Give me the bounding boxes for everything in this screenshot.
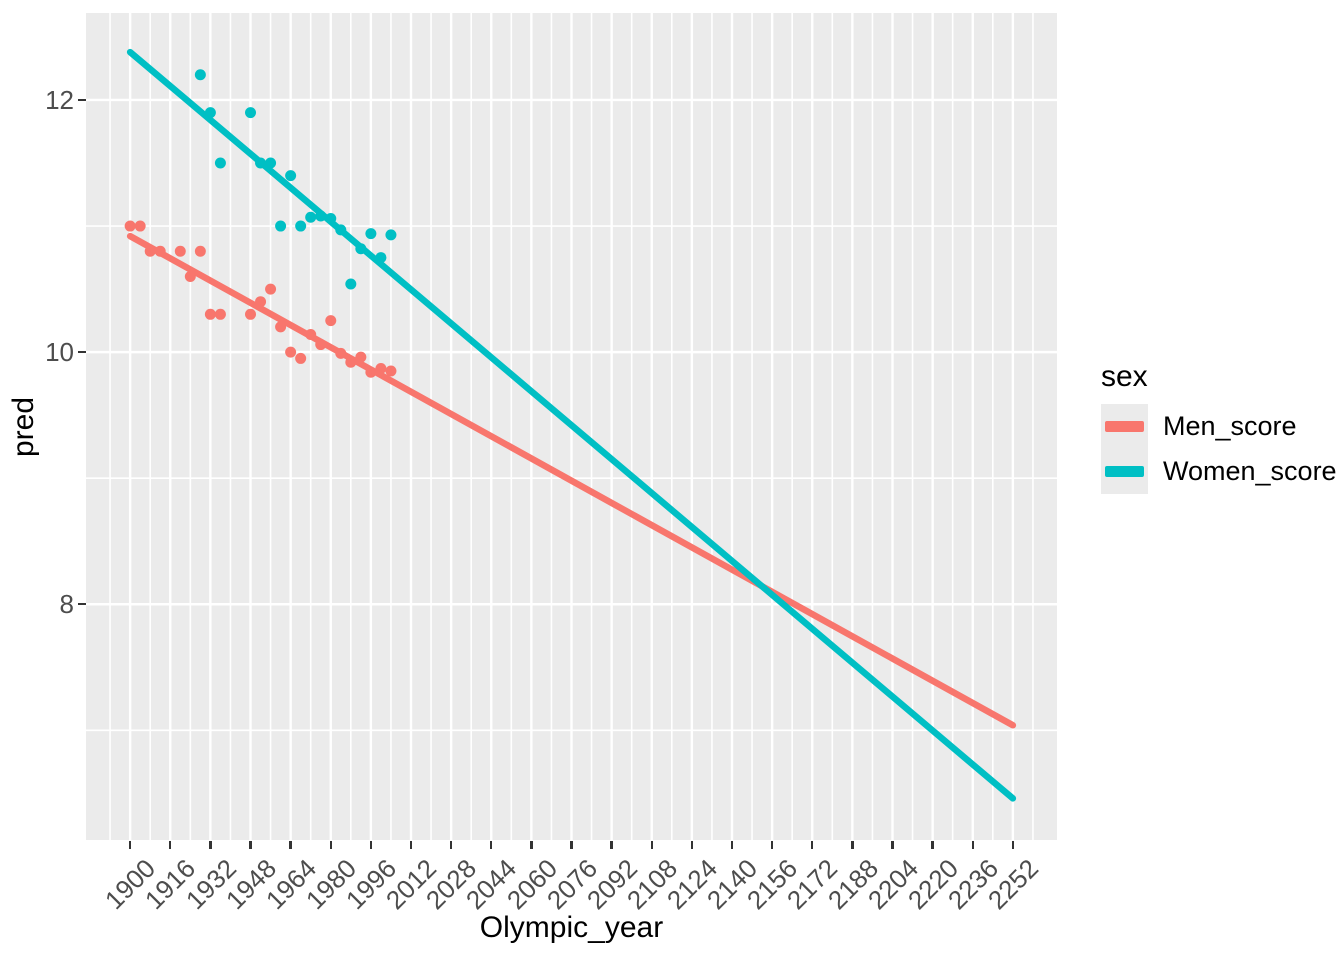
legend-label-men-score: Men_score bbox=[1163, 411, 1297, 441]
x-tick-mark bbox=[811, 841, 814, 849]
legend-title: sex bbox=[1101, 360, 1148, 393]
x-tick-mark bbox=[931, 841, 934, 849]
x-tick-mark bbox=[570, 841, 573, 849]
x-tick-mark bbox=[369, 841, 373, 849]
women_score-point bbox=[214, 157, 226, 169]
y-tick-label: 12 bbox=[45, 84, 74, 115]
x-tick-mark bbox=[891, 841, 894, 849]
y-tick-mark bbox=[78, 98, 86, 102]
men_score-point bbox=[194, 245, 206, 257]
x-tick-mark bbox=[128, 841, 132, 849]
x-tick-mark bbox=[449, 841, 453, 849]
women_score-point bbox=[275, 220, 287, 232]
x-axis-title: Olympic_year bbox=[479, 911, 664, 944]
women_score-point bbox=[385, 229, 397, 241]
men_score-point bbox=[245, 308, 257, 320]
x-tick-mark bbox=[650, 841, 653, 849]
x-tick-mark bbox=[770, 841, 774, 849]
men_score-point bbox=[134, 220, 146, 232]
legend-item-women-score: Women_score bbox=[1101, 449, 1337, 494]
men_score-point bbox=[325, 315, 337, 327]
x-tick-mark bbox=[610, 841, 613, 849]
men_score-point bbox=[265, 283, 277, 295]
x-tick-mark bbox=[730, 841, 734, 849]
women_score-point bbox=[194, 69, 206, 81]
men_score-trend-line bbox=[126, 232, 1017, 729]
plot-panel bbox=[86, 13, 1057, 840]
men_score-point bbox=[214, 308, 226, 320]
y-tick-label: 10 bbox=[45, 337, 74, 368]
x-tick-mark bbox=[329, 841, 332, 849]
x-tick-mark bbox=[409, 841, 413, 849]
x-tick-mark bbox=[1011, 841, 1015, 849]
x-tick-mark bbox=[971, 841, 974, 849]
women_score-point bbox=[365, 228, 377, 240]
legend-key-women-score bbox=[1101, 449, 1148, 494]
y-tick-mark bbox=[78, 350, 86, 354]
women-score-line-swatch bbox=[1105, 466, 1144, 477]
women_score-point bbox=[285, 170, 297, 182]
x-tick-mark bbox=[690, 841, 694, 849]
men_score-point bbox=[385, 365, 397, 377]
y-tick-label: 8 bbox=[59, 589, 74, 620]
women_score-trend-line bbox=[126, 48, 1017, 802]
x-tick-mark bbox=[851, 841, 854, 849]
x-tick-mark bbox=[169, 841, 172, 849]
x-tick-mark bbox=[249, 841, 252, 849]
men_score-point bbox=[174, 245, 186, 257]
women_score-point bbox=[305, 211, 317, 223]
men-score-line-swatch bbox=[1105, 421, 1144, 432]
x-tick-mark bbox=[490, 841, 493, 849]
x-tick-mark bbox=[209, 841, 212, 849]
x-tick-mark bbox=[530, 841, 533, 849]
y-axis-title-text: pred bbox=[7, 396, 40, 458]
women_score-point bbox=[295, 220, 307, 232]
men_score-point bbox=[295, 352, 307, 364]
men_score-point bbox=[124, 220, 136, 232]
men_score-point bbox=[204, 308, 216, 320]
plot-area-svg bbox=[86, 13, 1057, 840]
women_score-point bbox=[345, 278, 357, 290]
legend-keys: Men_score Women_score bbox=[1101, 404, 1337, 494]
men_score-point bbox=[285, 346, 297, 358]
y-tick-mark bbox=[78, 603, 86, 606]
legend-item-men-score: Men_score bbox=[1101, 404, 1337, 449]
legend-label-women-score: Women_score bbox=[1163, 456, 1337, 486]
legend: sex Men_score Women_score bbox=[1101, 358, 1337, 494]
x-tick-mark bbox=[289, 841, 292, 849]
legend-key-men-score bbox=[1101, 404, 1148, 449]
women_score-point bbox=[245, 107, 257, 119]
